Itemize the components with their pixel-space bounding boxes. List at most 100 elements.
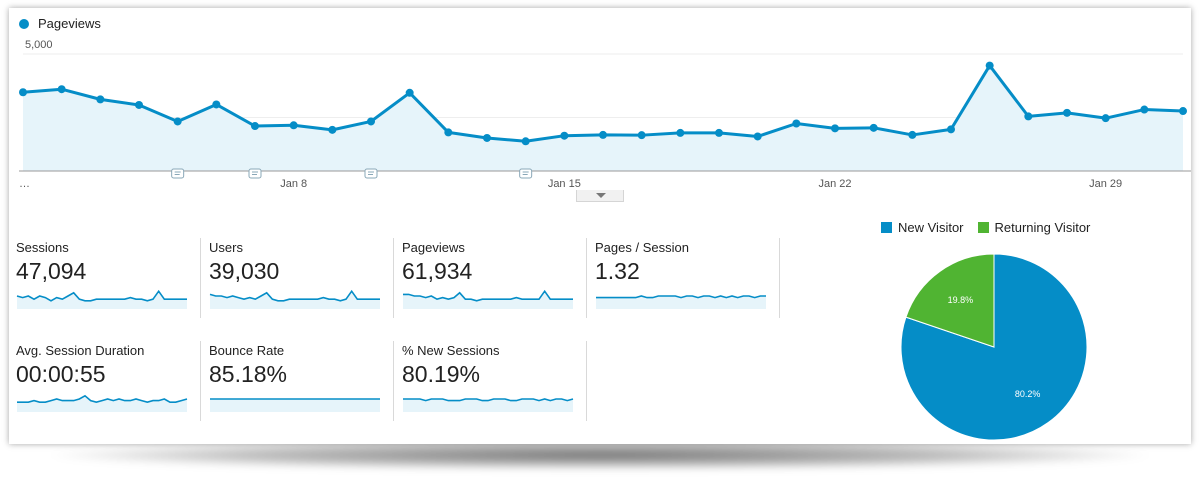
- metric-tile[interactable]: Pageviews 61,934: [402, 238, 587, 318]
- metric-sparkline: [16, 289, 187, 309]
- visitor-type-pie-chart: 80.2% 19.8%: [900, 253, 1088, 441]
- sparkline-line: [403, 398, 574, 402]
- x-tick-label: Jan 8: [280, 178, 307, 190]
- metric-tile[interactable]: Sessions 47,094: [16, 238, 201, 318]
- metric-sparkline: [210, 398, 380, 412]
- data-point: [869, 123, 878, 132]
- annotation-marker-icon[interactable]: [364, 168, 378, 179]
- annotation-marker-icon[interactable]: [171, 168, 185, 179]
- data-point: [1101, 114, 1110, 123]
- metric-value: 61,934: [402, 258, 473, 284]
- sparkline-area: [403, 399, 573, 412]
- collapse-chart-toggle[interactable]: [576, 190, 624, 202]
- metric-label: % New Sessions: [402, 343, 500, 358]
- sparkline-line: [403, 289, 573, 302]
- metric-value: 1.32: [595, 258, 640, 284]
- data-point: [19, 88, 27, 97]
- sparkline-area: [210, 291, 380, 309]
- data-point: [212, 100, 221, 109]
- pie-legend-item-new[interactable]: New Visitor: [881, 220, 964, 235]
- metric-value: 47,094: [16, 258, 87, 284]
- data-point: [96, 95, 105, 104]
- x-tick-label: Jan 15: [548, 178, 581, 190]
- pie-label-new-visitor: 80.2%: [1015, 389, 1041, 399]
- metric-label: Avg. Session Duration: [16, 343, 145, 358]
- metric-tile[interactable]: Bounce Rate 85.18%: [209, 341, 394, 421]
- metric-value: 85.18%: [209, 361, 288, 387]
- data-point: [1140, 105, 1149, 114]
- data-point: [405, 88, 414, 97]
- metric-sparkline: [209, 289, 380, 309]
- metric-sparkline: [596, 295, 766, 309]
- pie-slice-new-visitor[interactable]: [900, 253, 1088, 441]
- data-point: [1179, 107, 1187, 116]
- annotation-marker-icon[interactable]: [519, 168, 533, 179]
- sparkline-area: [596, 296, 766, 309]
- data-point: [444, 128, 453, 137]
- metric-value: 00:00:55: [16, 361, 106, 387]
- data-point: [908, 130, 917, 139]
- data-point: [985, 61, 994, 70]
- data-point: [173, 117, 182, 126]
- metric-label: Sessions: [16, 240, 69, 255]
- data-point: [599, 130, 607, 139]
- data-point: [251, 122, 259, 131]
- data-point: [792, 119, 801, 128]
- sparkline-line: [596, 295, 766, 299]
- metric-label: Pages / Session: [595, 240, 689, 255]
- metric-value: 80.19%: [402, 361, 481, 387]
- metric-value: 39,030: [209, 258, 280, 284]
- pageviews-legend[interactable]: Pageviews: [19, 16, 101, 31]
- data-point: [753, 132, 762, 141]
- data-point: [637, 131, 646, 140]
- new-visitor-swatch-icon: [881, 222, 892, 233]
- metric-tile[interactable]: Pages / Session 1.32: [595, 238, 780, 318]
- data-point: [57, 85, 66, 94]
- pie-slice-returning-visitor[interactable]: [905, 253, 995, 348]
- sparkline-line: [16, 289, 187, 302]
- data-point: [715, 128, 723, 137]
- data-point: [483, 133, 491, 142]
- pie-legend-item-returning[interactable]: Returning Visitor: [977, 220, 1090, 235]
- metric-sparkline: [403, 398, 574, 412]
- sparkline-area: [403, 291, 573, 309]
- data-point: [289, 121, 298, 130]
- x-tick-label: …: [19, 178, 30, 190]
- metric-label: Bounce Rate: [209, 343, 285, 358]
- pageviews-legend-label: Pageviews: [38, 16, 101, 31]
- card-shadow: [40, 440, 1160, 470]
- pie-label-returning-visitor: 19.8%: [948, 295, 974, 305]
- sparkline-line: [17, 394, 188, 404]
- data-point: [135, 100, 143, 109]
- sparkline-line: [209, 289, 380, 302]
- metric-label: Users: [209, 240, 243, 255]
- data-point: [560, 131, 569, 140]
- data-point: [947, 125, 955, 134]
- sparkline-area: [17, 291, 187, 309]
- metric-tile[interactable]: % New Sessions 80.19%: [402, 341, 587, 421]
- data-point: [1063, 108, 1071, 117]
- x-tick-label: Jan 29: [1089, 178, 1122, 190]
- data-point: [367, 117, 375, 126]
- pie-legend: New Visitor Returning Visitor: [881, 220, 1104, 235]
- x-tick-label: Jan 22: [818, 178, 851, 190]
- returning-visitor-swatch-icon: [977, 222, 989, 233]
- metric-tile[interactable]: Users 39,030: [209, 238, 394, 318]
- data-point: [521, 137, 530, 146]
- pageviews-legend-dot-icon: [19, 18, 29, 29]
- data-point: [676, 128, 685, 137]
- y-tick-label: 5,000: [25, 39, 53, 51]
- metric-label: Pageviews: [402, 240, 465, 255]
- metric-sparkline: [403, 289, 573, 309]
- metric-tile[interactable]: Avg. Session Duration 00:00:55: [16, 341, 201, 421]
- data-point: [328, 125, 337, 134]
- sparkline-area: [210, 399, 380, 412]
- data-point: [1024, 112, 1033, 121]
- pie-legend-label-new: New Visitor: [898, 220, 964, 235]
- sparkline-area: [17, 395, 187, 412]
- pageviews-area: [23, 65, 1183, 171]
- metric-sparkline: [17, 394, 188, 412]
- annotation-marker-icon[interactable]: [248, 168, 262, 179]
